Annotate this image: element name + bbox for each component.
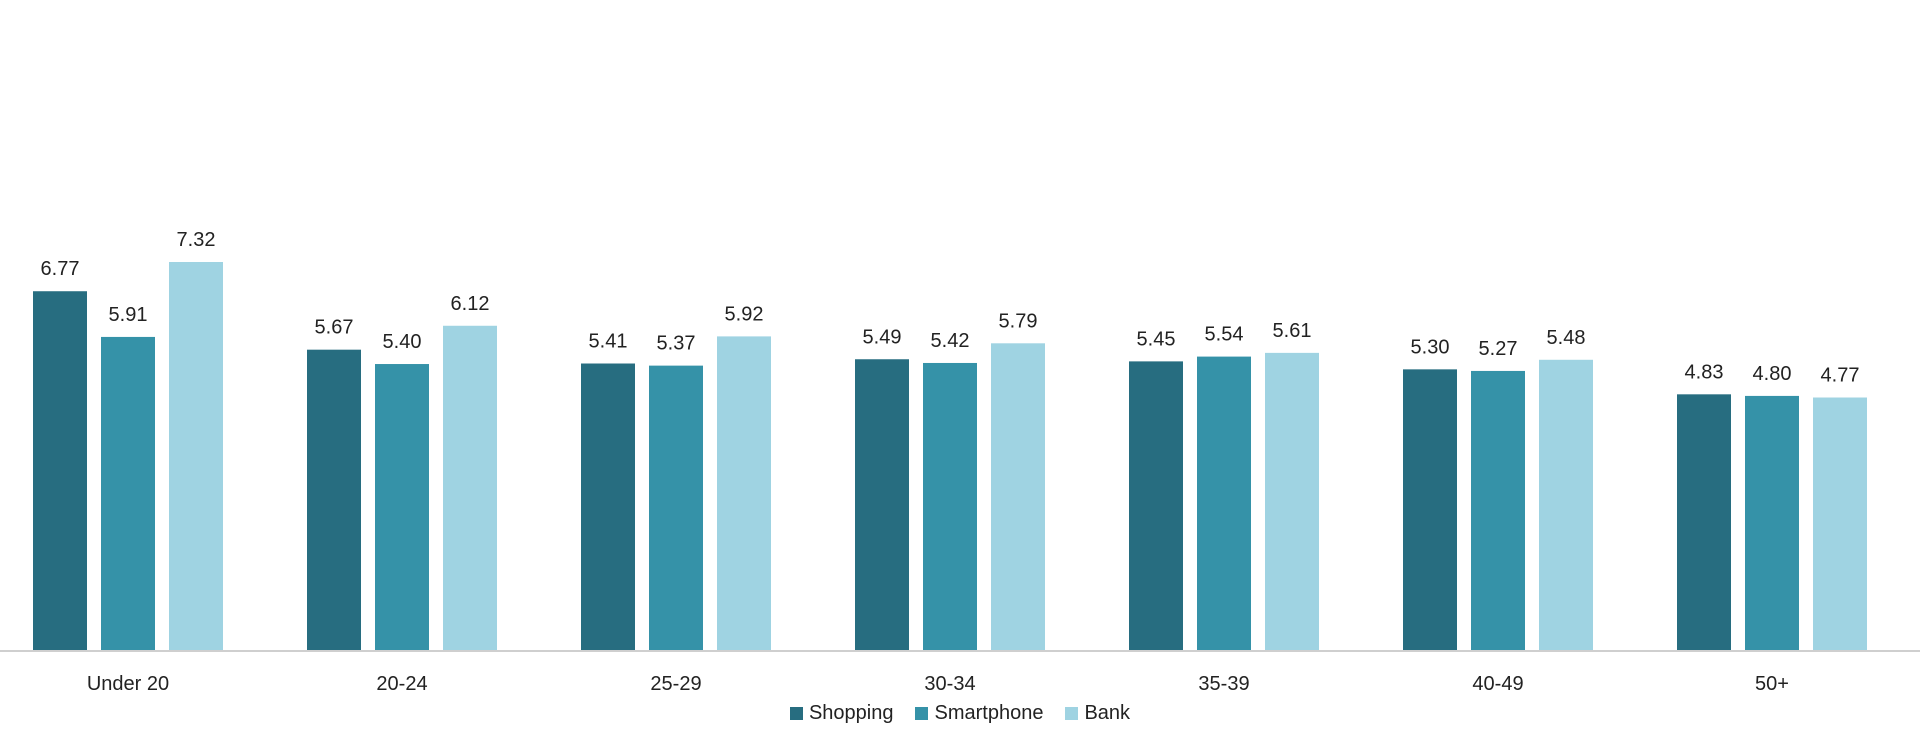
legend-label-shopping: Shopping [808,701,894,724]
value-label-shopping-3: 5.49 [863,326,902,348]
bar-smartphone-3 [923,362,977,651]
bar-smartphone-1 [375,364,429,651]
bar-bank-2 [717,336,771,651]
value-label-shopping-0: 6.77 [41,258,80,280]
value-label-shopping-4: 5.45 [1137,328,1176,350]
x-tick-label-1: 20-24 [376,673,427,695]
bar-shopping-4 [1129,361,1183,651]
bar-shopping-2 [581,363,635,651]
value-label-smartphone-1: 5.40 [383,331,422,353]
value-label-shopping-2: 5.41 [589,331,628,353]
value-label-bank-3: 5.79 [999,310,1038,332]
value-label-bank-5: 5.48 [1547,327,1586,349]
legend-item-smartphone: Smartphone [915,702,1043,725]
bar-shopping-0 [33,291,87,651]
value-label-smartphone-5: 5.27 [1479,338,1518,360]
bar-bank-4 [1265,352,1319,651]
value-label-smartphone-4: 5.54 [1205,324,1244,346]
bar-bank-1 [443,325,497,651]
bar-smartphone-4 [1197,356,1251,651]
x-tick-label-3: 30-34 [924,673,975,695]
value-labels-group: 6.77 5.91 7.32 5.67 5.40 6.12 5.41 5.37 5.92 5.49… [41,229,1860,387]
value-label-shopping-1: 5.67 [315,317,354,339]
value-label-smartphone-3: 5.42 [931,330,970,352]
legend-label-smartphone: Smartphone [934,701,1044,724]
bar-bank-6 [1813,397,1867,651]
value-label-shopping-5: 5.30 [1411,336,1450,358]
x-tick-label-6: 50+ [1755,673,1789,695]
bar-chart: 6.77 5.91 7.32 5.67 5.40 6.12 5.41 5.37 5.92 5.49… [0,229,1920,695]
value-label-smartphone-0: 5.91 [109,304,148,326]
bar-shopping-6 [1677,394,1731,651]
bar-bank-0 [169,262,223,651]
legend-swatch-smartphone [915,706,929,720]
bar-bank-3 [991,343,1045,651]
x-tick-label-0: Under 20 [87,673,169,695]
value-label-shopping-6: 4.83 [1685,361,1724,383]
value-label-bank-2: 5.92 [725,303,764,325]
legend-swatch-bank [1065,706,1079,720]
value-label-bank-4: 5.61 [1273,320,1312,342]
x-tick-label-2: 25-29 [650,673,701,695]
x-tick-label-4: 35-39 [1198,673,1249,695]
legend-item-bank: Bank [1065,702,1130,725]
bar-smartphone-0 [101,336,155,651]
bar-smartphone-2 [649,365,703,651]
value-label-bank-0: 7.32 [177,229,216,251]
value-label-bank-6: 4.77 [1821,365,1860,387]
bar-smartphone-5 [1471,370,1525,651]
value-label-smartphone-2: 5.37 [657,333,696,355]
legend-item-shopping: Shopping [789,701,894,725]
bar-bank-5 [1539,359,1593,651]
bars-group [33,262,1867,651]
x-tick-labels-group: Under 20 20-24 25-29 30-34 35-39 40-49 50+ [87,673,1789,695]
bar-smartphone-6 [1745,395,1799,651]
x-tick-label-5: 40-49 [1472,673,1523,695]
bar-shopping-5 [1403,369,1457,651]
value-label-smartphone-6: 4.80 [1753,363,1792,385]
legend-swatch-shopping [789,706,803,720]
bar-shopping-1 [307,349,361,651]
legend: Shopping Smartphone Bank [0,699,1920,727]
value-label-bank-1: 6.12 [451,293,490,315]
bar-shopping-3 [855,359,909,651]
legend-label-bank: Bank [1084,701,1131,724]
